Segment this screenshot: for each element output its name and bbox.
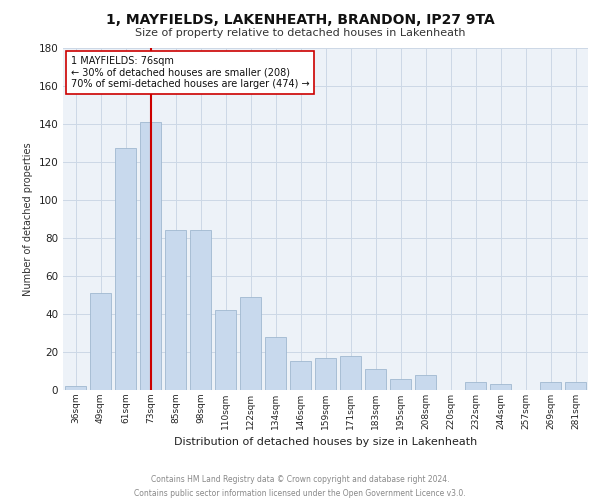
Bar <box>240 297 261 390</box>
Text: Size of property relative to detached houses in Lakenheath: Size of property relative to detached ho… <box>135 28 465 38</box>
Bar <box>290 362 311 390</box>
Bar <box>315 358 336 390</box>
Bar <box>90 293 111 390</box>
Bar <box>65 386 86 390</box>
Bar <box>165 230 186 390</box>
Text: Contains HM Land Registry data © Crown copyright and database right 2024.
Contai: Contains HM Land Registry data © Crown c… <box>134 476 466 498</box>
X-axis label: Distribution of detached houses by size in Lakenheath: Distribution of detached houses by size … <box>174 438 477 448</box>
Bar <box>565 382 586 390</box>
Text: 1, MAYFIELDS, LAKENHEATH, BRANDON, IP27 9TA: 1, MAYFIELDS, LAKENHEATH, BRANDON, IP27 … <box>106 12 494 26</box>
Bar <box>490 384 511 390</box>
Bar <box>190 230 211 390</box>
Bar <box>340 356 361 390</box>
Text: 1 MAYFIELDS: 76sqm
← 30% of detached houses are smaller (208)
70% of semi-detach: 1 MAYFIELDS: 76sqm ← 30% of detached hou… <box>71 56 310 90</box>
Bar <box>265 336 286 390</box>
Bar <box>140 122 161 390</box>
Bar <box>540 382 561 390</box>
Bar <box>465 382 486 390</box>
Bar <box>365 369 386 390</box>
Bar <box>115 148 136 390</box>
Bar <box>415 375 436 390</box>
Y-axis label: Number of detached properties: Number of detached properties <box>23 142 33 296</box>
Bar <box>215 310 236 390</box>
Bar <box>390 378 411 390</box>
